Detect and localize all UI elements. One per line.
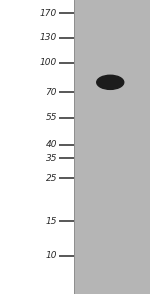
Text: 130: 130 [40,33,57,42]
Text: 55: 55 [45,113,57,122]
Text: 35: 35 [45,154,57,163]
Text: 15: 15 [45,217,57,225]
Text: 170: 170 [40,9,57,18]
Text: 25: 25 [45,174,57,183]
Bar [74,0,150,294]
Text: 70: 70 [45,88,57,97]
Text: 100: 100 [40,59,57,67]
Text: 10: 10 [45,251,57,260]
Text: 40: 40 [45,140,57,149]
Ellipse shape [97,75,124,89]
